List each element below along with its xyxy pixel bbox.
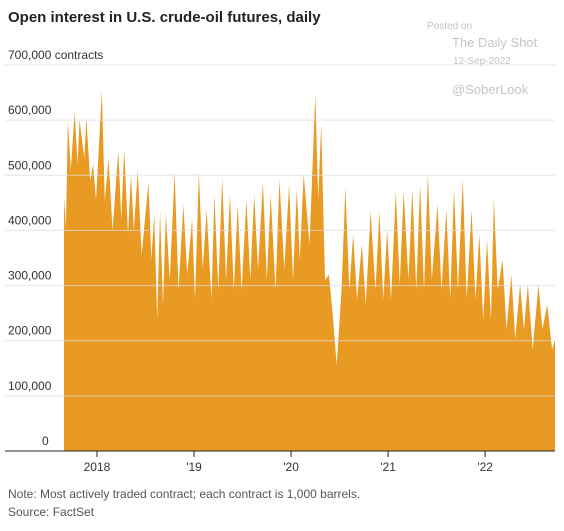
note: Note: Most actively traded contract; eac… <box>8 487 360 501</box>
x-tick-label: '19 <box>186 460 202 474</box>
y-tick-label: 600,000 <box>8 103 52 117</box>
y-tick-label: 700,000 contracts <box>8 48 103 62</box>
watermark: @SoberLook <box>452 82 529 97</box>
x-tick-label: 2018 <box>84 460 111 474</box>
area <box>64 90 555 451</box>
watermark: 12-Sep-2022 <box>453 56 511 67</box>
y-tick-label: 500,000 <box>8 158 52 172</box>
y-tick-label: 200,000 <box>8 324 52 338</box>
watermark: The Daily Shot <box>452 35 538 50</box>
y-tick-label: 0 <box>42 434 49 448</box>
source: Source: FactSet <box>8 505 95 519</box>
y-tick-label: 400,000 <box>8 213 52 227</box>
y-tick-label: 300,000 <box>8 269 52 283</box>
chart-title: Open interest in U.S. crude-oil futures,… <box>8 9 321 26</box>
x-tick-label: '22 <box>477 460 493 474</box>
x-tick-label: '20 <box>283 460 299 474</box>
watermark: Posted on <box>427 21 472 32</box>
y-tick-label: 100,000 <box>8 379 52 393</box>
x-tick-label: '21 <box>380 460 396 474</box>
